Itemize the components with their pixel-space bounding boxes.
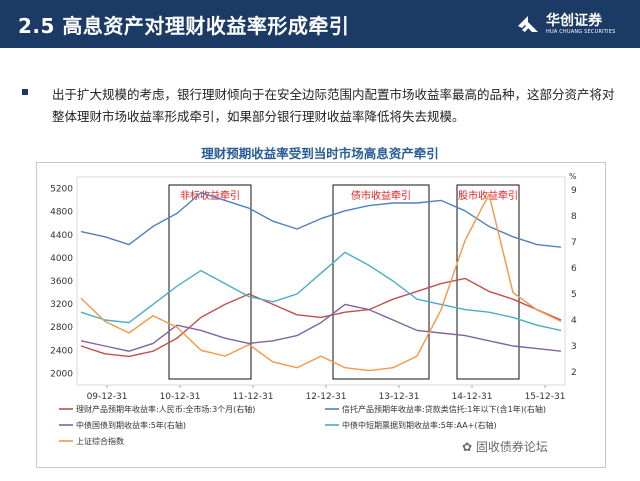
legend-label: 上证综合指数: [76, 436, 124, 446]
annotation-box: [332, 184, 430, 380]
left-tick-label: 3200: [50, 300, 73, 310]
series-line: [80, 193, 562, 372]
brand-logo: 华创证券 HUA CHUANG SECURITIES: [516, 10, 628, 40]
square-bullet-icon: [22, 89, 28, 95]
right-tick-label: 3: [571, 342, 577, 352]
annotation-label: 债市收益牵引: [351, 189, 411, 202]
x-tick-label: 10-12-31: [160, 392, 201, 402]
right-tick-label: 6: [571, 264, 577, 274]
left-tick-label: 4400: [50, 231, 73, 241]
plot-area: [76, 176, 566, 386]
left-tick-label: 3600: [50, 277, 73, 287]
x-tick-label: 15-12-31: [525, 392, 566, 402]
paragraph-text: 出于扩大规模的考虑，银行理财倾向于在安全边际范围内配置市场收益率最高的品种，这部…: [52, 87, 615, 124]
series-line: [80, 277, 562, 358]
x-tick-label: 14-12-31: [452, 392, 493, 402]
brand-name: 华创证券: [546, 13, 602, 29]
left-tick-label: 2000: [50, 369, 73, 379]
chart-frame: 2000 2400 2800 3200 3600 4000 4400 4800 5200 2 3 4 5…: [36, 162, 606, 468]
brand-subname: HUA CHUANG SECURITIES: [546, 29, 616, 35]
legend-label: 理财产品预期年收益率:人民币:全市场:3个月(右轴): [76, 404, 255, 414]
right-tick-label: 2: [571, 368, 577, 378]
x-tick-label: 13-12-31: [379, 392, 420, 402]
wechat-icon: ✿: [462, 440, 476, 454]
legend-label: 中债国债到期收益率:5年(右轴): [76, 420, 186, 430]
right-tick-label: 5: [571, 290, 577, 300]
header-bar: 2.5 高息资产对理财收益率形成牵引 华创证券 HUA CHUANG SECUR…: [0, 0, 640, 48]
annotation-box: [168, 184, 252, 380]
series-line: [80, 303, 562, 352]
left-tick-label: 5200: [50, 185, 73, 195]
x-tick-label: 12-12-31: [306, 392, 347, 402]
series-line: [80, 191, 562, 248]
chart-title: 理财预期收益率受到当时市场高息资产牵引: [201, 146, 439, 161]
brand-logo-icon: [518, 16, 538, 32]
page-title: 2.5 高息资产对理财收益率形成牵引: [18, 14, 350, 38]
watermark-text: 固收债券论坛: [475, 440, 548, 454]
left-tick-label: 4000: [50, 254, 73, 264]
left-tick-label: 4800: [50, 208, 73, 218]
right-tick-label: 7: [571, 238, 577, 248]
right-tick-label: 4: [571, 316, 577, 326]
annotation-box: [456, 184, 520, 380]
left-tick-label: 2800: [50, 323, 73, 333]
legend-label: 信托产品预期年收益率:贷款类信托:1年以下(含1年)(右轴): [342, 404, 546, 414]
right-axis-unit: %: [569, 172, 577, 181]
legend-label: 中债中短期票据到期收益率:5年:AA+(右轴): [342, 420, 497, 430]
x-tick-label: 11-12-31: [233, 392, 274, 402]
x-tick-label: 09-12-31: [87, 392, 128, 402]
series-line: [80, 251, 562, 332]
left-tick-label: 2400: [50, 346, 73, 356]
line-chart: 2000 2400 2800 3200 3600 4000 4400 4800 5200 2 3 4 5…: [50, 172, 577, 446]
wechat-watermark: ✿ 固收债券论坛: [462, 438, 548, 455]
right-tick-label: 9: [571, 186, 577, 196]
right-tick-label: 8: [571, 212, 577, 222]
